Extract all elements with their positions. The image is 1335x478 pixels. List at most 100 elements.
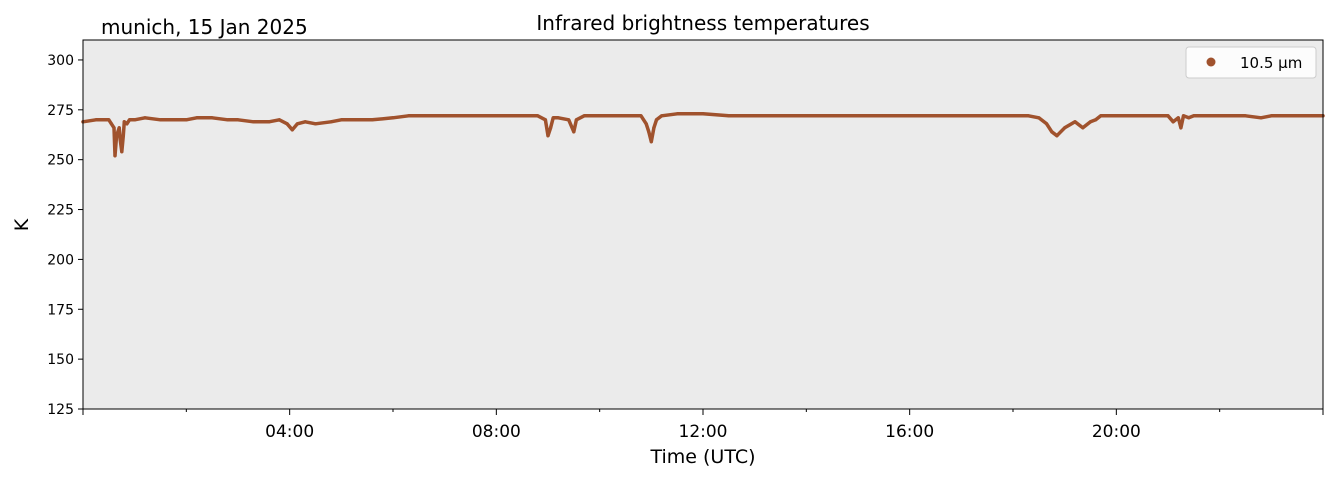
data-point: [644, 122, 648, 126]
data-point: [933, 114, 938, 118]
data-point: [1259, 116, 1263, 120]
data-point: [1311, 114, 1315, 118]
data-point: [647, 130, 651, 134]
location-label: munich, 15 Jan 2025: [101, 15, 308, 39]
data-point: [1045, 122, 1049, 126]
data-point: [1218, 114, 1222, 118]
data-point: [727, 114, 731, 118]
data-point: [158, 118, 163, 122]
data-point: [112, 126, 116, 130]
data-point: [1081, 126, 1085, 130]
data-point: [985, 114, 989, 118]
legend-marker-10-5um: [1206, 57, 1216, 67]
data-point: [226, 118, 230, 122]
data-point: [660, 114, 664, 118]
data-point: [290, 128, 294, 132]
data-point: [195, 116, 199, 120]
data-point: [109, 122, 113, 126]
x-tick-label: 20:00: [1092, 422, 1141, 442]
data-point: [370, 118, 374, 122]
y-tick-label: 300: [47, 53, 74, 69]
data-point: [1037, 116, 1041, 120]
data-point: [572, 130, 576, 134]
series-10-5um: [81, 112, 1325, 158]
data-point: [778, 114, 783, 118]
data-point: [115, 134, 119, 138]
data-point: [753, 114, 757, 118]
data-point: [313, 122, 318, 126]
y-axis-label: K: [11, 218, 33, 231]
data-point: [1179, 126, 1183, 130]
data-point: [1094, 118, 1098, 122]
data-point: [1026, 114, 1031, 118]
data-point: [1166, 114, 1170, 118]
legend-label-10-5um: 10.5 µm: [1240, 54, 1302, 72]
data-point: [1181, 114, 1186, 118]
data-point: [118, 138, 122, 142]
data-point: [1050, 130, 1054, 134]
x-axis-label: Time (UTC): [649, 446, 755, 468]
y-tick-label: 250: [47, 153, 74, 169]
data-point: [582, 114, 586, 118]
data-point: [468, 114, 473, 118]
data-point: [1063, 126, 1067, 130]
data-point: [649, 140, 653, 144]
data-point: [1011, 114, 1015, 118]
data-point: [546, 134, 550, 138]
data-point: [1207, 114, 1211, 118]
data-point: [1280, 114, 1284, 118]
data-point: [1269, 114, 1273, 118]
y-tick-label: 225: [47, 203, 74, 219]
data-point: [1192, 114, 1196, 118]
data-point: [804, 114, 808, 118]
data-point: [1243, 114, 1248, 118]
data-point: [113, 154, 117, 158]
data-point: [277, 118, 281, 122]
plot-area: [83, 40, 1323, 409]
series-line: [81, 112, 1325, 158]
data-point: [143, 116, 147, 120]
data-point: [598, 114, 602, 118]
data-point: [1295, 114, 1299, 118]
data-point: [406, 114, 411, 118]
data-point: [443, 114, 447, 118]
data-point: [543, 118, 548, 122]
data-point: [701, 112, 705, 116]
data-point: [1176, 116, 1180, 120]
x-tick-label: 04:00: [265, 422, 314, 442]
data-point: [1055, 134, 1059, 138]
data-point: [120, 150, 124, 154]
data-point: [422, 114, 426, 118]
data-point: [908, 114, 912, 118]
data-point: [551, 116, 555, 120]
data-point: [520, 114, 524, 118]
data-point: [236, 118, 240, 122]
data-point: [251, 120, 256, 124]
data-point: [536, 114, 540, 118]
data-point: [117, 126, 121, 130]
y-tick-label: 150: [47, 352, 74, 368]
legend: 10.5 µm: [1185, 46, 1317, 79]
data-point: [355, 118, 359, 122]
data-point: [654, 118, 659, 122]
data-point: [174, 118, 178, 122]
legend-box: [1185, 46, 1317, 79]
data-point: [618, 114, 622, 118]
data-point: [882, 114, 886, 118]
data-point: [574, 118, 579, 122]
data-point: [107, 118, 111, 122]
data-point: [567, 118, 571, 122]
data-point: [94, 118, 98, 122]
data-point: [122, 120, 126, 124]
data-point: [295, 122, 299, 126]
y-tick-label: 275: [47, 103, 74, 119]
data-point: [639, 114, 643, 118]
y-tick-label: 175: [47, 302, 74, 318]
data-point: [210, 116, 214, 120]
data-point: [494, 114, 498, 118]
chart-title: Infrared brightness temperatures: [536, 11, 869, 35]
data-point: [127, 118, 132, 122]
data-point: [184, 118, 188, 122]
y-tick-label: 125: [47, 402, 74, 418]
